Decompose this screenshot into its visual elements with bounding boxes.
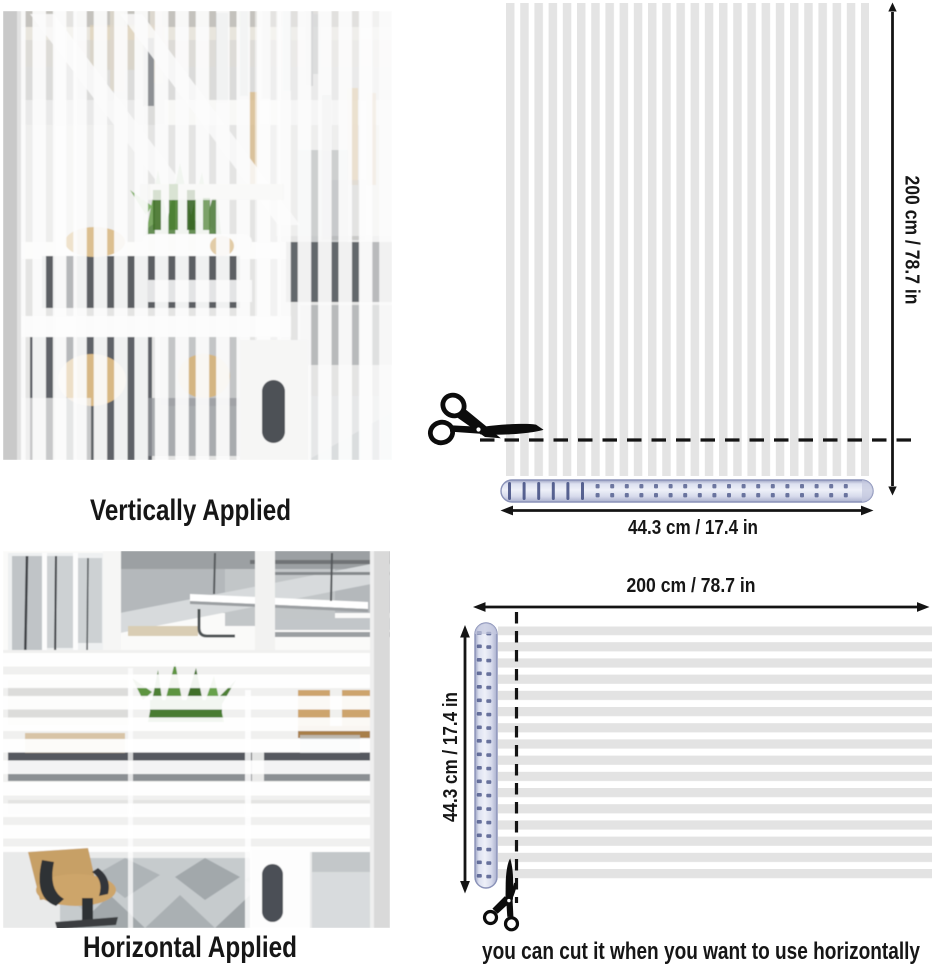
svg-text:44.3 cm / 17.4 in: 44.3 cm / 17.4 in <box>440 692 462 822</box>
svg-text:200 cm / 78.7 in: 200 cm / 78.7 in <box>901 176 923 305</box>
svg-text:Horizontal Applied: Horizontal Applied <box>83 931 297 964</box>
svg-text:44.3 cm / 17.4 in: 44.3 cm / 17.4 in <box>628 517 758 539</box>
svg-text:you can cut it when you want t: you can cut it when you want to use hori… <box>482 938 921 965</box>
svg-text:200 cm / 78.7 in: 200 cm / 78.7 in <box>627 575 756 597</box>
svg-text:Vertically Applied: Vertically Applied <box>90 494 291 527</box>
